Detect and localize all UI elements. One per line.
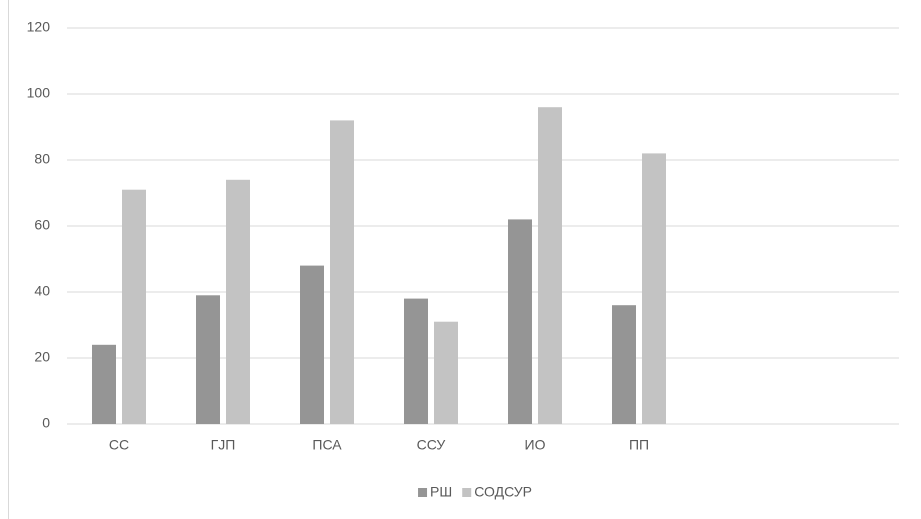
x-tick-label: ГЈП [211,437,236,453]
bar [300,265,324,424]
x-tick-label: ССУ [417,437,446,453]
y-tick-label: 60 [34,217,50,233]
x-tick-label: СС [109,437,129,453]
bar [404,298,428,424]
chart-frame [8,0,9,519]
bar [330,120,354,425]
x-tick-label: ИО [525,437,546,453]
legend-swatch [462,488,472,497]
y-tick-label: 20 [34,349,50,365]
bar [642,153,666,424]
legend-label: РШ [430,484,452,500]
legend-label: СОДСУР [474,484,532,500]
bar [226,179,250,424]
bar [122,189,146,424]
y-tick-label: 120 [27,19,51,35]
y-tick-label: 80 [34,151,50,167]
bar [612,305,636,424]
y-tick-label: 0 [42,415,50,431]
legend-swatch [418,488,428,497]
x-tick-label: ПСА [312,437,342,453]
x-tick-label: ПП [629,437,649,453]
y-tick-label: 40 [34,283,50,299]
bar [538,107,562,424]
bar [508,219,532,424]
bar [434,321,458,424]
y-tick-label: 100 [27,85,51,101]
bar [92,344,116,424]
bar [196,295,220,424]
